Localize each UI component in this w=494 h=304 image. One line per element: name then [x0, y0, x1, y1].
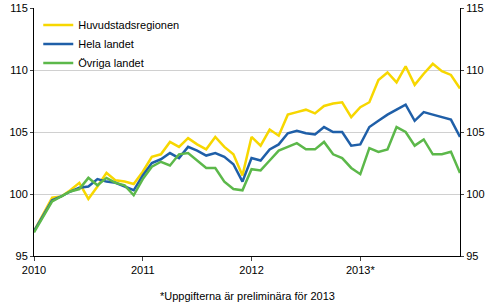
- svg-text:Hela landet: Hela landet: [78, 38, 134, 50]
- svg-text:105: 105: [9, 126, 27, 138]
- svg-text:110: 110: [466, 64, 484, 76]
- svg-text:95: 95: [16, 250, 28, 262]
- svg-text:2010: 2010: [22, 264, 46, 276]
- svg-text:100: 100: [9, 188, 27, 200]
- svg-text:105: 105: [466, 126, 484, 138]
- svg-text:2012: 2012: [239, 264, 263, 276]
- svg-text:*Uppgifterna är preliminära fö: *Uppgifterna är preliminära för 2013: [160, 290, 335, 302]
- svg-text:115: 115: [10, 2, 28, 14]
- svg-text:110: 110: [10, 64, 28, 76]
- svg-text:100: 100: [466, 188, 484, 200]
- svg-text:2013*: 2013*: [346, 264, 375, 276]
- svg-text:115: 115: [466, 2, 484, 14]
- svg-text:2011: 2011: [131, 264, 155, 276]
- svg-text:95: 95: [466, 250, 478, 262]
- svg-text:Övriga landet: Övriga landet: [78, 57, 143, 69]
- svg-text:Huvudstadsregionen: Huvudstadsregionen: [78, 19, 179, 31]
